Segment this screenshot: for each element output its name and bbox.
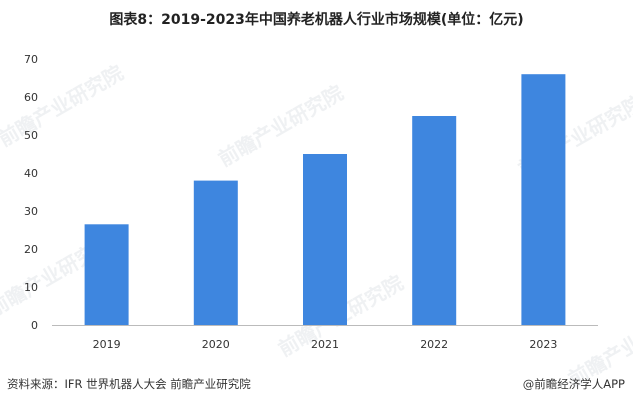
x-tick-label: 2019: [93, 338, 121, 351]
x-tick-label: 2021: [311, 338, 339, 351]
y-tick-label: 70: [24, 53, 38, 66]
bar-2020: [193, 180, 238, 325]
x-tick-label: 2022: [420, 338, 448, 351]
bar-2019: [84, 224, 129, 325]
y-tick-label: 10: [24, 281, 38, 294]
y-tick-label: 50: [24, 129, 38, 142]
y-tick-label: 60: [24, 91, 38, 104]
x-tick-label: 2023: [529, 338, 557, 351]
chart-title: 图表8：2019-2023年中国养老机器人行业市场规模(单位：亿元): [109, 12, 524, 28]
brand-label: @前瞻经济学人APP: [522, 377, 625, 391]
bar-2021: [303, 154, 347, 325]
y-tick-label: 0: [31, 319, 38, 332]
y-tick-label: 30: [24, 205, 38, 218]
bar-2022: [412, 116, 457, 325]
y-tick-label: 20: [24, 243, 38, 256]
x-tick-label: 2020: [202, 338, 230, 351]
source-note: 资料来源：IFR 世界机器人大会 前瞻产业研究院: [7, 377, 251, 391]
y-tick-label: 40: [24, 167, 38, 180]
bar-2023: [521, 74, 566, 325]
